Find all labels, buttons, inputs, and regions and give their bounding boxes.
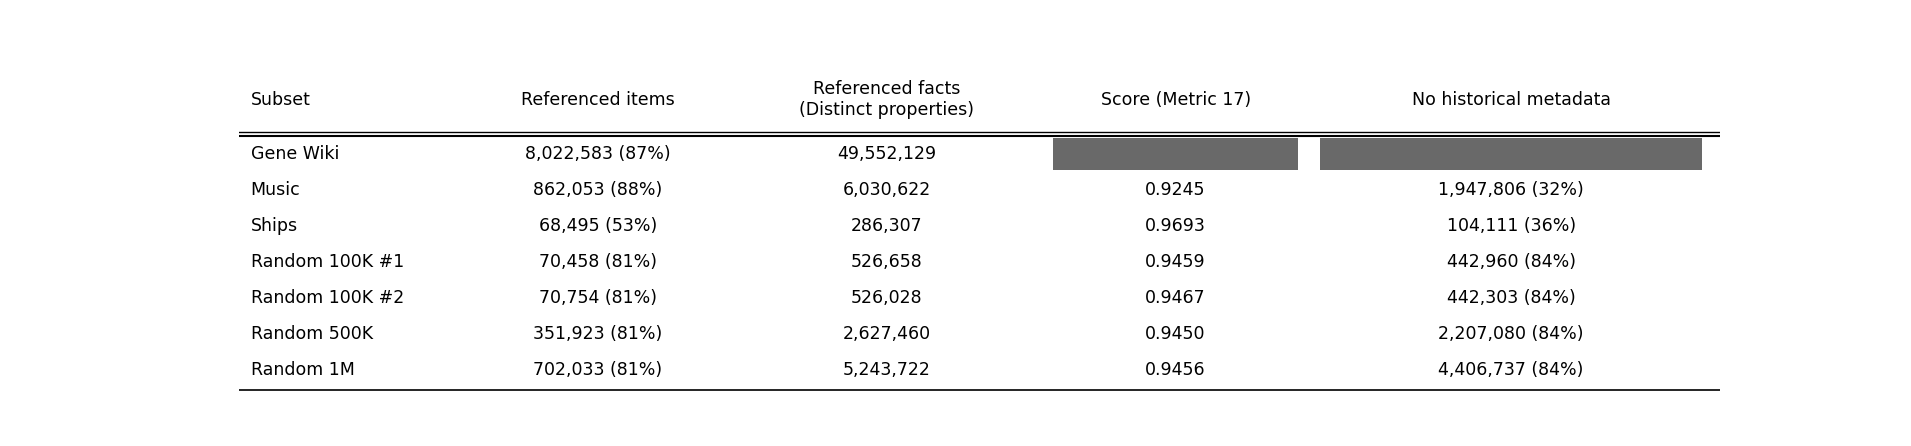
Text: Referenced items: Referenced items <box>522 91 675 109</box>
Text: 0.9693: 0.9693 <box>1145 217 1206 235</box>
Bar <box>1321 138 1703 170</box>
Text: Score (Metric 17): Score (Metric 17) <box>1101 91 1250 109</box>
Text: 104,111 (36%): 104,111 (36%) <box>1447 217 1577 235</box>
Text: 49,552,129: 49,552,129 <box>837 145 936 163</box>
Text: 0.9467: 0.9467 <box>1145 289 1206 307</box>
Text: 5,243,722: 5,243,722 <box>843 361 931 380</box>
Text: Random 500K: Random 500K <box>250 325 373 343</box>
Text: 70,458 (81%): 70,458 (81%) <box>539 253 657 271</box>
Bar <box>1053 138 1298 170</box>
Text: 6,030,622: 6,030,622 <box>843 181 931 199</box>
Text: No historical metadata: No historical metadata <box>1412 91 1611 109</box>
Text: 1,947,806 (32%): 1,947,806 (32%) <box>1439 181 1584 199</box>
Text: 2,207,080 (84%): 2,207,080 (84%) <box>1439 325 1584 343</box>
Text: 286,307: 286,307 <box>850 217 923 235</box>
Text: 862,053 (88%): 862,053 (88%) <box>533 181 663 199</box>
Text: Subset: Subset <box>250 91 311 109</box>
Text: 8,022,583 (87%): 8,022,583 (87%) <box>526 145 671 163</box>
Text: 702,033 (81%): 702,033 (81%) <box>533 361 663 380</box>
Text: 442,303 (84%): 442,303 (84%) <box>1447 289 1575 307</box>
Text: 68,495 (53%): 68,495 (53%) <box>539 217 657 235</box>
Text: 526,658: 526,658 <box>850 253 923 271</box>
Text: 0.9456: 0.9456 <box>1145 361 1206 380</box>
Text: 0.9450: 0.9450 <box>1145 325 1206 343</box>
Text: 0.9245: 0.9245 <box>1145 181 1206 199</box>
Text: Random 1M: Random 1M <box>250 361 355 380</box>
Text: Ships: Ships <box>250 217 298 235</box>
Text: 526,028: 526,028 <box>850 289 923 307</box>
Text: Random 100K #1: Random 100K #1 <box>250 253 403 271</box>
Text: 70,754 (81%): 70,754 (81%) <box>539 289 657 307</box>
Text: Music: Music <box>250 181 300 199</box>
Text: 2,627,460: 2,627,460 <box>843 325 931 343</box>
Text: Random 100K #2: Random 100K #2 <box>250 289 403 307</box>
Text: Referenced facts
(Distinct properties): Referenced facts (Distinct properties) <box>799 80 975 119</box>
Text: 0.9459: 0.9459 <box>1145 253 1206 271</box>
Text: 4,406,737 (84%): 4,406,737 (84%) <box>1439 361 1584 380</box>
Text: Gene Wiki: Gene Wiki <box>250 145 338 163</box>
Text: 442,960 (84%): 442,960 (84%) <box>1447 253 1575 271</box>
Text: 351,923 (81%): 351,923 (81%) <box>533 325 663 343</box>
